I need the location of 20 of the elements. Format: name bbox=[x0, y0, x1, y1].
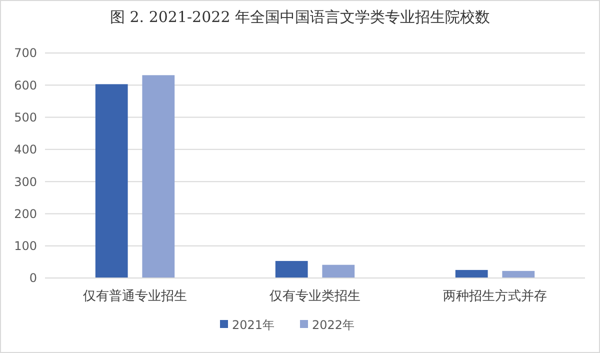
bar bbox=[502, 270, 535, 278]
y-tick-label: 200 bbox=[14, 206, 37, 221]
y-tick-label: 500 bbox=[14, 110, 37, 124]
chart-title: 图 2. 2021-2022 年全国中国语言文学类专业招生院校数 bbox=[110, 8, 490, 26]
y-tick-label: 100 bbox=[14, 239, 37, 254]
y-tick-label: 0 bbox=[29, 271, 37, 286]
x-tick-label: 仅有普通专业招生 bbox=[83, 288, 187, 304]
bar bbox=[322, 264, 355, 278]
bar bbox=[455, 270, 488, 278]
bar bbox=[142, 75, 175, 278]
bar bbox=[275, 260, 308, 278]
legend-label: 2022年 bbox=[312, 318, 355, 332]
y-tick-label: 700 bbox=[14, 46, 37, 60]
x-tick-label: 两种招生方式并存 bbox=[443, 288, 547, 304]
y-tick-label: 300 bbox=[14, 174, 37, 189]
x-tick-label: 仅有专业类招生 bbox=[270, 289, 360, 304]
legend-label: 2021年 bbox=[232, 318, 275, 332]
y-tick-label: 600 bbox=[14, 78, 37, 92]
bar bbox=[95, 84, 128, 278]
y-tick-label: 400 bbox=[14, 142, 37, 157]
